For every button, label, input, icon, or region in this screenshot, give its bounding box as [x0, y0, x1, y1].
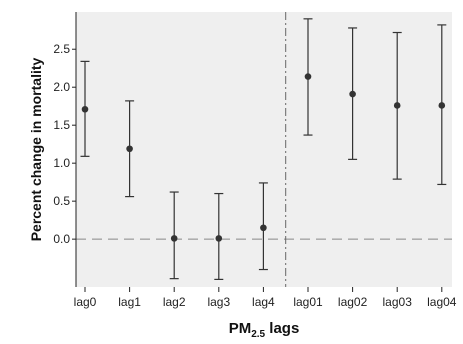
- x-title-main: PM: [229, 320, 252, 337]
- x-axis-title: PM2.5 lags: [229, 320, 300, 340]
- y-tick-label: 2.5: [53, 42, 70, 56]
- point-lag02: [349, 90, 356, 98]
- x-tick-label-lag01: lag01: [293, 295, 323, 309]
- point-lag1: [126, 145, 133, 153]
- point-lag0: [81, 105, 89, 113]
- point-lag03: [393, 102, 401, 109]
- x-tick-label-lag04: lag04: [427, 295, 457, 309]
- x-tick-label-lag3: lag3: [207, 295, 230, 309]
- y-tick-label: 0.0: [53, 232, 70, 246]
- x-title-subscript: 2.5: [251, 329, 265, 340]
- point-lag01: [304, 73, 312, 80]
- point-lag4: [260, 224, 267, 232]
- y-tick-label: 0.5: [53, 194, 70, 208]
- y-tick-label: 2.0: [53, 80, 70, 94]
- point-lag04: [438, 102, 446, 109]
- y-axis-title: Percent change in mortality: [28, 57, 44, 241]
- point-lag2: [170, 235, 178, 242]
- point-lag3: [215, 235, 223, 242]
- y-tick-label: 1.0: [53, 156, 70, 170]
- y-ticks-group: 0.0 0.5 1.0 1.5 2.0 2.5: [53, 42, 76, 246]
- x-tick-label-lag4: lag4: [252, 295, 275, 309]
- x-tick-label-lag1: lag1: [118, 295, 141, 309]
- x-tick-label-lag02: lag02: [338, 295, 368, 309]
- y-tick-label: 1.5: [53, 118, 70, 132]
- x-tick-label-lag2: lag2: [163, 295, 186, 309]
- x-ticks-group: lag0 lag1 lag2 lag3 lag4 lag01 lag02 lag03 lag04: [74, 287, 457, 309]
- x-title-rest: lags: [265, 320, 299, 337]
- x-tick-label-lag03: lag03: [383, 295, 413, 309]
- x-tick-label-lag0: lag0: [74, 295, 97, 309]
- points-group: [81, 73, 446, 242]
